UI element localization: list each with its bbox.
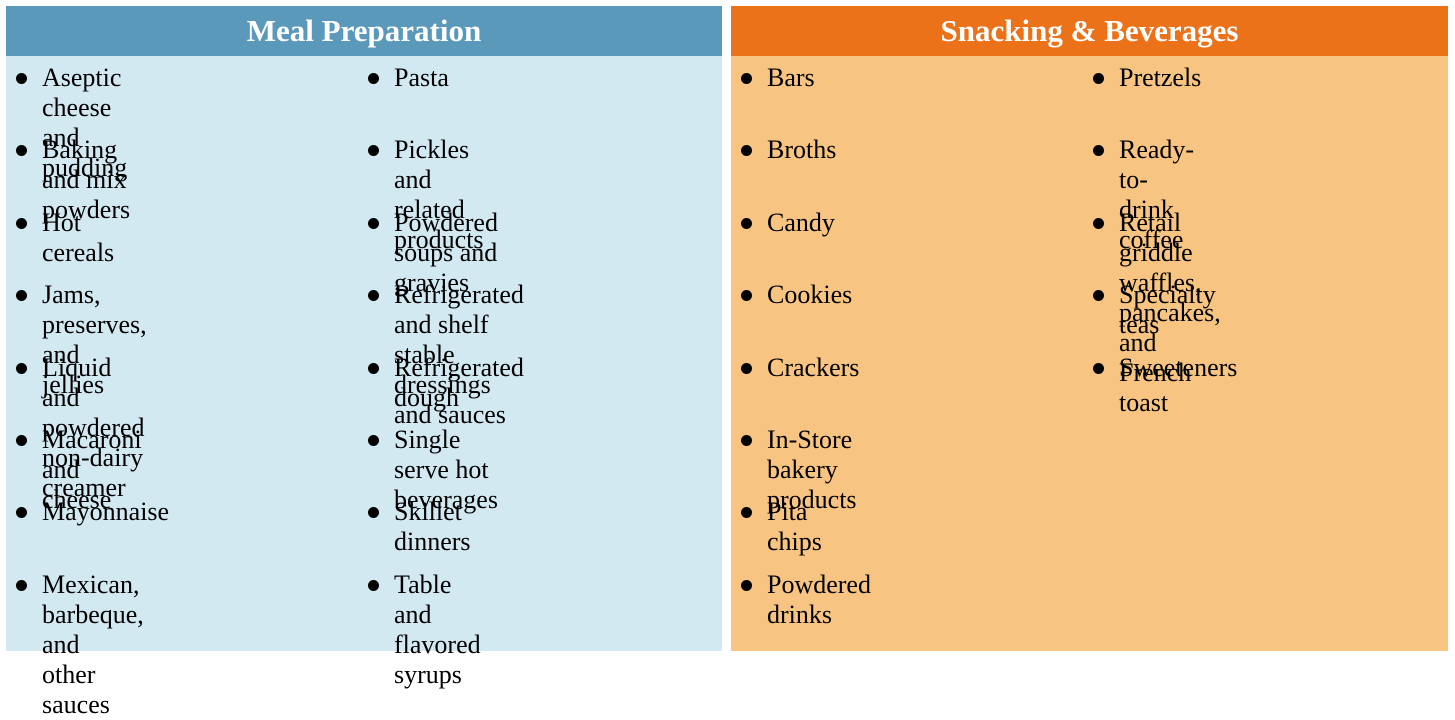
bullet-icon — [1093, 290, 1104, 302]
list-item-text: Single serve hot beverages — [394, 425, 498, 514]
snacking-beverages-header: Snacking & Beverages — [731, 6, 1448, 56]
bullet-icon — [741, 145, 752, 157]
bullet-icon — [741, 435, 752, 446]
list-item-text: Baking and mix powders — [42, 135, 131, 225]
list-item-text: Crackers — [767, 352, 860, 382]
list-item-text: Powdered soups and gravies — [394, 207, 498, 297]
bullet-icon — [368, 579, 379, 591]
bullet-icon — [16, 362, 27, 374]
bullet-icon — [16, 73, 27, 84]
bullet-icon — [16, 579, 27, 591]
list-item-text: Pasta — [394, 63, 449, 92]
list-item-text: Aseptic cheese and pudding — [42, 63, 128, 182]
list-item-text: Mexican, barbeque, and other sauces — [42, 569, 144, 719]
list-item-text: In-Store bakery products — [767, 425, 857, 514]
list-item-text: Powdered drinks — [767, 569, 871, 629]
bullet-icon — [368, 217, 379, 229]
snacking-beverages-panel: Snacking & Beverages Bars Broths Candy Cook… — [731, 6, 1448, 651]
list-item-text: Pickles and related products — [394, 135, 484, 255]
list-item-text: Pretzels — [1119, 63, 1202, 92]
bullet-icon — [741, 290, 752, 302]
list-item-text: Cookies — [767, 280, 853, 310]
list-item-text: Mayonnaise — [42, 497, 170, 527]
bullet-icon — [16, 507, 27, 519]
bullet-icon — [741, 507, 752, 519]
bullet-icon — [16, 145, 27, 157]
list-item-text: Jams, preserves, and jellies — [42, 280, 147, 400]
bullet-icon — [741, 217, 752, 229]
bullet-icon — [368, 507, 379, 519]
bullet-icon — [741, 579, 752, 591]
list-item-text: Candy — [767, 207, 835, 237]
bullet-icon — [741, 362, 752, 374]
bullet-icon — [16, 435, 27, 446]
list-item-text: Ready-to-drink coffee — [1119, 135, 1195, 255]
list-item-text: Bars — [767, 63, 815, 92]
bullet-icon — [16, 290, 27, 302]
list-item-text: Hot cereals — [42, 207, 115, 267]
bullet-icon — [1093, 217, 1104, 229]
list-item-text: Pita chips — [767, 497, 822, 557]
bullet-icon — [368, 145, 379, 157]
list-item-text: Broths — [767, 135, 837, 165]
meal-preparation-body: Aseptic cheese and pudding Baking and mix… — [6, 56, 722, 719]
bullet-icon — [1093, 362, 1104, 374]
bullet-icon — [368, 73, 379, 84]
list-item-text: Refrigerated and shelf stable dressings … — [394, 280, 524, 430]
bullet-icon — [1093, 73, 1104, 84]
bullet-icon — [741, 73, 752, 84]
list-item-text: Specialty teas — [1119, 280, 1216, 340]
bullet-icon — [16, 217, 27, 229]
list-item-text: Skillet dinners — [394, 497, 471, 557]
bullet-icon — [368, 362, 379, 374]
list-item-text: Retail griddle waffles, pancakes, and Fr… — [1119, 207, 1221, 417]
meal-preparation-panel: Meal Preparation Aseptic cheese and pudd… — [6, 6, 722, 719]
list-item-text: Sweeteners — [1119, 352, 1238, 382]
bullet-icon — [368, 290, 379, 302]
bullet-icon — [368, 435, 379, 446]
meal-preparation-header: Meal Preparation — [6, 6, 722, 56]
list-item-text: Table and flavored syrups — [394, 569, 481, 689]
list-item-text: Refrigerated dough — [394, 352, 524, 412]
list-item-text: Macaroni and cheese — [42, 425, 142, 514]
list-item-text: Liquid and powdered non-dairy creamer — [42, 352, 145, 502]
snacking-beverages-body: Bars Broths Candy Cookies Crackers In-Store b… — [731, 56, 1448, 651]
bullet-icon — [1093, 145, 1104, 157]
